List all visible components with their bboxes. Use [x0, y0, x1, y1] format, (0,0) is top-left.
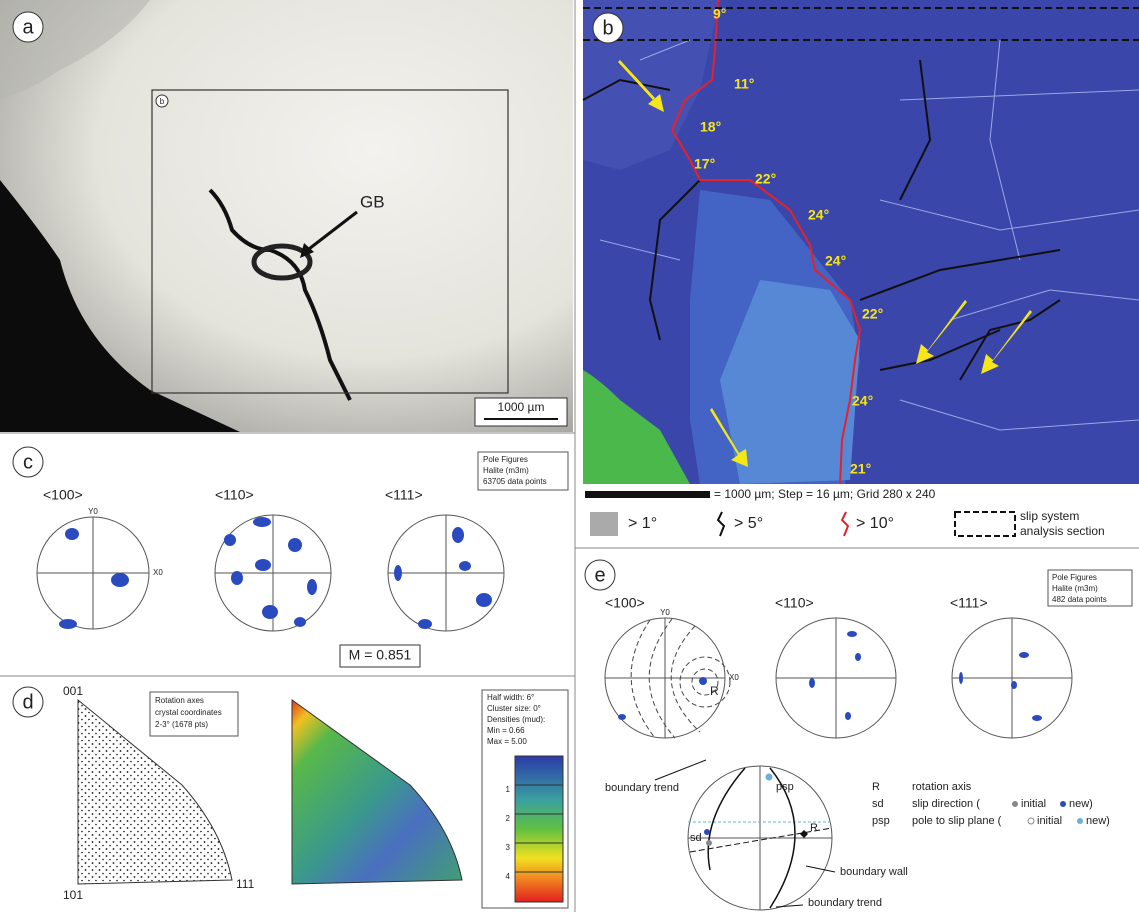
density-text: Densities (mud):: [487, 715, 545, 724]
axis-label: Y0: [88, 507, 98, 516]
density-text: Cluster size: 0°: [487, 704, 541, 713]
panel-label: d: [22, 691, 33, 713]
info-text: 2-3° (1678 pts): [155, 720, 208, 729]
info-text: crystal coordinates: [155, 708, 222, 717]
figure-title: <111>: [950, 595, 988, 611]
info-text: Halite (m3m): [1052, 584, 1098, 593]
panel-label: e: [594, 564, 605, 586]
info-text: 482 data points: [1052, 595, 1107, 604]
legend-text: new): [1069, 798, 1093, 810]
info-text: Halite (m3m): [483, 466, 529, 475]
sd-new: [704, 829, 710, 835]
m-index: M = 0.851: [349, 647, 412, 663]
rotation-label: R: [710, 684, 719, 698]
scale-text: = 1000 µm; Step = 16 µm; Grid 280 x 240: [714, 487, 936, 501]
legend-text: slip direction (: [912, 798, 980, 810]
annotation: boundary trend: [605, 782, 679, 794]
legend-dot: [1077, 818, 1083, 824]
axis-label: X0: [729, 673, 739, 682]
figure-title: <110>: [775, 595, 814, 611]
angle: 11°: [734, 76, 754, 92]
legend-label: > 5°: [734, 515, 763, 532]
legend-key: R: [872, 781, 880, 793]
angle: 24°: [852, 393, 873, 409]
angle: 17°: [694, 156, 715, 172]
legend-dot: [1028, 818, 1034, 824]
legend-swatch: [842, 512, 848, 536]
legend-text: rotation axis: [912, 781, 972, 793]
legend-dot: [1012, 801, 1018, 807]
panel-d: d 001 101 111 Rotation axes crystal coor…: [13, 684, 568, 908]
figure: b GB a 1000 µm 9° 11° 18° 17° 22° 24° 24…: [0, 0, 1139, 912]
psp-new: [766, 774, 773, 781]
legend-swatch: [590, 512, 618, 536]
colorbar-tick: 1: [506, 785, 511, 794]
angle: 24°: [808, 207, 829, 223]
corner-label: 111: [236, 877, 255, 891]
legend-label: analysis section: [1020, 524, 1105, 538]
figure-title: <111>: [385, 487, 423, 503]
info-text: Pole Figures: [483, 455, 528, 464]
density-text: Min = 0.66: [487, 726, 525, 735]
annotation: boundary wall: [840, 866, 908, 878]
colorbar: [515, 756, 563, 902]
annotation: sd: [690, 832, 702, 844]
legend-text: pole to slip plane (: [912, 815, 1002, 827]
angle: 22°: [755, 171, 776, 187]
scale-bar: [585, 491, 710, 498]
legend-text: initial: [1021, 798, 1046, 810]
info-text: 63705 data points: [483, 477, 547, 486]
legend-label: > 10°: [856, 515, 894, 532]
legend-key: sd: [872, 798, 884, 810]
density-text: Half width: 6°: [487, 693, 534, 702]
figure-title: <100>: [43, 487, 83, 503]
corner-label: 001: [63, 684, 83, 698]
angle: 18°: [700, 119, 721, 135]
legend-text: new): [1086, 815, 1110, 827]
angle: 24°: [825, 253, 846, 269]
scale-label: 1000 µm: [498, 400, 545, 414]
colorbar-tick: 4: [506, 872, 511, 881]
legend-dot: [1060, 801, 1066, 807]
angle: 9°: [713, 6, 726, 22]
annotation: psp: [776, 781, 794, 793]
colorbar-tick: 2: [506, 814, 511, 823]
panel-label: b: [602, 17, 613, 39]
figure-title: <100>: [605, 595, 645, 611]
pole-figures: [605, 618, 1072, 738]
panel-a: b GB a 1000 µm: [0, 0, 573, 432]
legend-key: psp: [872, 815, 890, 827]
sd-initial: [706, 840, 712, 846]
ipf-density: [292, 700, 462, 884]
axis-label: X0: [153, 568, 163, 577]
leader: [655, 760, 706, 780]
corner-label: 101: [63, 888, 83, 902]
legend-text: initial: [1037, 815, 1062, 827]
colorbar-tick: 3: [506, 843, 511, 852]
info-text: Pole Figures: [1052, 573, 1097, 582]
panel-label: c: [23, 451, 33, 473]
density-text: Max = 5.00: [487, 737, 527, 746]
panel-c: c <100> <110> <111> Y0 X0 Pole Figures H…: [13, 447, 568, 667]
legend-label: slip system: [1020, 509, 1079, 523]
gb-label: GB: [360, 192, 385, 211]
legend-label: > 1°: [628, 515, 657, 532]
annotation: R: [810, 822, 818, 834]
angle: 21°: [850, 461, 871, 477]
inset-label: b: [160, 97, 165, 106]
angle: 22°: [862, 306, 883, 322]
annotation: boundary trend: [808, 897, 882, 909]
axis-label: Y0: [660, 608, 670, 617]
info-text: Rotation axes: [155, 696, 204, 705]
legend-swatch: [955, 512, 1015, 536]
legend-swatch: [718, 512, 724, 536]
panel-label: a: [22, 16, 34, 38]
figure-title: <110>: [215, 487, 254, 503]
panel-e: e <100> <110> <111> Y0 X0 R Pole Figures…: [585, 560, 1132, 910]
panel-b: 9° 11° 18° 17° 22° 24° 24° 22° 24° 21° b…: [583, 0, 1139, 538]
